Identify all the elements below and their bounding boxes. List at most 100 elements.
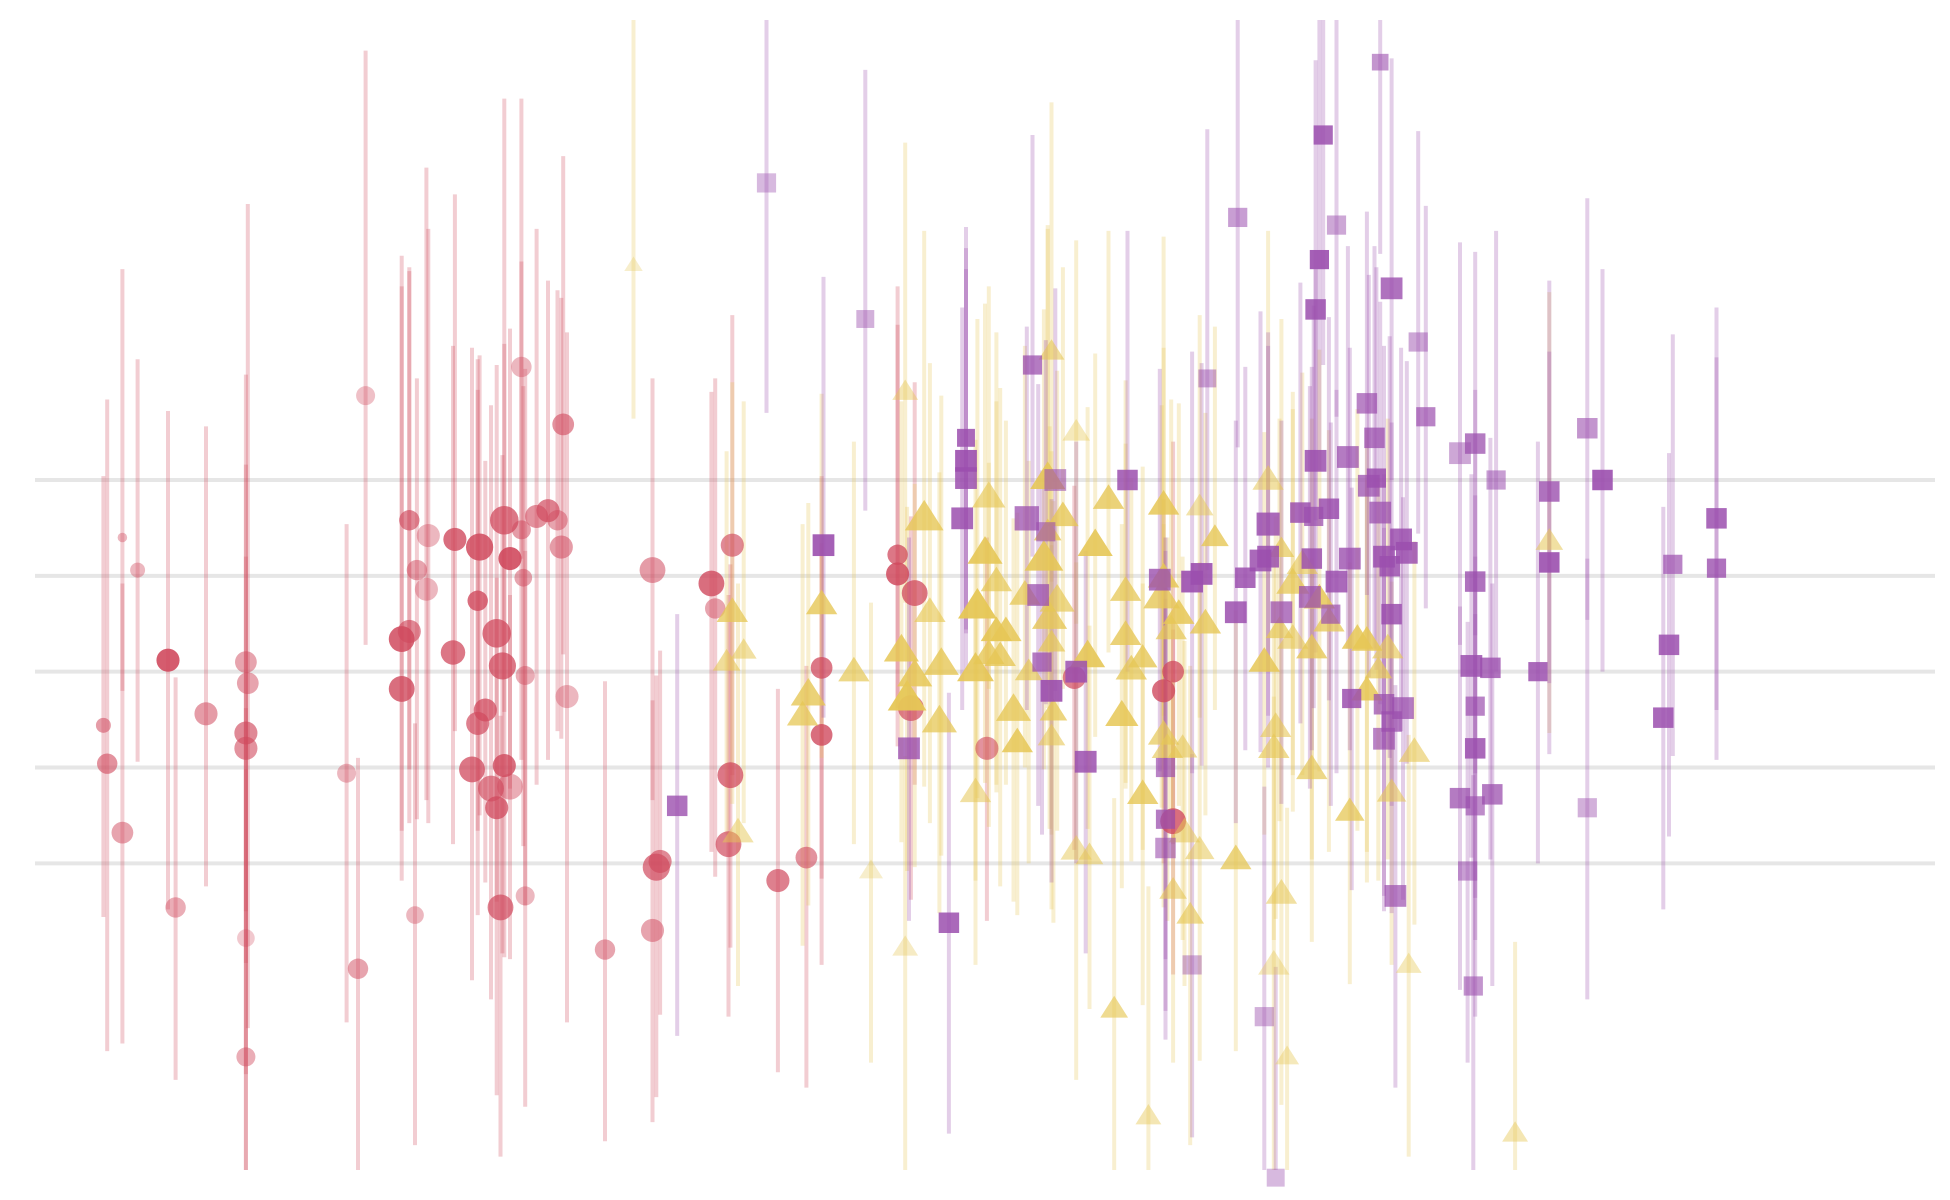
data-point-triangle [1062, 418, 1091, 441]
data-point-square [1235, 567, 1256, 588]
data-point-triangle [1275, 1045, 1300, 1065]
data-point-triangle [1398, 737, 1431, 762]
data-point-triangle [1077, 528, 1113, 557]
data-point-circle [498, 547, 522, 571]
data-point-triangle [904, 499, 944, 531]
data-point-square [1395, 541, 1418, 564]
data-point-triangle [1372, 633, 1404, 659]
data-point-square [1266, 1168, 1285, 1187]
data-point-square [1380, 277, 1403, 300]
data-point-square [1480, 657, 1501, 679]
data-point-circle [487, 894, 514, 921]
data-point-triangle [1248, 647, 1281, 672]
data-point-square [1464, 433, 1486, 454]
data-point-square [1074, 750, 1097, 773]
data-point-square [1337, 446, 1359, 468]
data-point-circle [810, 656, 833, 679]
data-point-triangle [786, 700, 819, 726]
data-point-triangle [1189, 608, 1222, 634]
data-point-square [1486, 470, 1506, 490]
data-point-circle [459, 756, 485, 783]
data-point-triangle [1163, 599, 1195, 624]
data-point-square [1027, 584, 1050, 606]
data-point-square [1321, 604, 1341, 624]
data-point-triangle [722, 817, 754, 843]
data-point-square [1663, 554, 1683, 574]
data-point-circle [117, 532, 128, 543]
data-point-triangle [923, 647, 959, 675]
data-point-square [812, 534, 835, 557]
data-point-circle [234, 736, 258, 760]
data-point-triangle [1176, 901, 1205, 924]
data-point-triangle [1296, 633, 1328, 659]
data-point-circle [97, 753, 118, 774]
data-point-circle [416, 524, 440, 548]
data-point-square [957, 428, 975, 447]
data-point-square [856, 310, 875, 328]
data-point-square [1301, 548, 1323, 569]
data-point-triangle [1155, 614, 1187, 640]
data-point-circle [648, 849, 672, 873]
data-point-square [1592, 469, 1613, 491]
data-point-square [1304, 506, 1324, 527]
data-point-square [1256, 512, 1280, 536]
data-point-square [1318, 498, 1340, 519]
data-point-triangle [1376, 778, 1407, 802]
data-point-square [1198, 369, 1217, 388]
data-point-triangle [897, 658, 933, 687]
data-point-circle [810, 724, 833, 746]
data-point-triangle [887, 680, 927, 711]
data-point-circle [1152, 679, 1176, 703]
data-point-circle [111, 821, 134, 844]
data-point-triangle [1265, 879, 1298, 904]
data-point-triangle [1109, 576, 1142, 601]
data-point-square [1465, 796, 1485, 816]
data-point-triangle [1032, 601, 1068, 629]
data-point-circle [640, 918, 665, 942]
data-point-triangle [1147, 719, 1180, 745]
data-point-square [1373, 694, 1395, 715]
data-point-triangle [1258, 733, 1290, 759]
data-point-square [1342, 688, 1362, 709]
data-point-square [1117, 469, 1138, 491]
data-point-square [1309, 249, 1329, 270]
data-point-square [1190, 563, 1213, 585]
data-point-triangle [1184, 835, 1215, 860]
data-point-triangle [883, 633, 919, 662]
data-point-triangle [1014, 658, 1043, 681]
data-point-circle [406, 906, 424, 924]
data-point-triangle [712, 648, 741, 671]
data-point-circle [515, 886, 535, 906]
data-point-square [1449, 787, 1471, 809]
data-point-square [756, 173, 777, 193]
data-point-triangle [1252, 465, 1284, 490]
data-point-square [938, 912, 960, 933]
data-point-square [1379, 556, 1400, 577]
data-point-circle [337, 763, 357, 783]
data-point-circle [236, 1047, 256, 1067]
data-point-circle [156, 648, 180, 672]
data-point-triangle [624, 256, 643, 272]
data-point-triangle [790, 677, 826, 706]
data-point-square [1463, 976, 1483, 996]
data-point-square [951, 507, 974, 530]
data-point-square [1065, 660, 1088, 683]
data-point-triangle [957, 588, 997, 619]
data-point-circle [717, 762, 744, 789]
data-point-circle [130, 562, 146, 578]
data-point-circle [975, 736, 999, 760]
data-point-square [955, 467, 977, 489]
data-point-triangle [990, 616, 1022, 642]
data-point-circle [165, 897, 186, 918]
data-point-triangle [1335, 797, 1365, 821]
data-point-square [1155, 837, 1176, 859]
data-point-circle [485, 796, 509, 820]
data-point-square [1706, 508, 1727, 529]
data-point-square [1022, 355, 1043, 375]
data-point-square [955, 449, 977, 472]
data-point-triangle [1109, 620, 1142, 645]
data-point-triangle [1105, 699, 1139, 727]
data-point-circle [555, 685, 579, 709]
data-point-circle [443, 527, 467, 551]
data-point-triangle [1024, 540, 1064, 571]
